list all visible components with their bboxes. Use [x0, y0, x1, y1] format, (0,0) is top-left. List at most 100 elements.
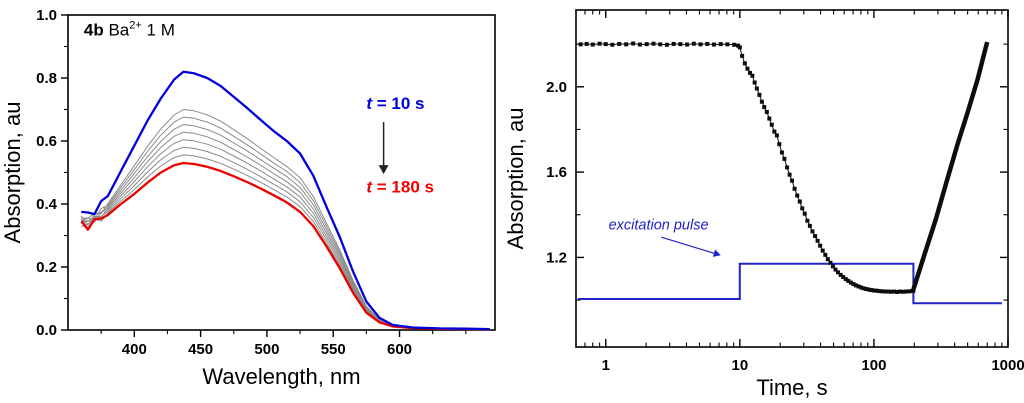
x-tick-label: 1 [602, 357, 610, 374]
intermediate-spectrum-curve [81, 116, 490, 330]
x-tick-label: 550 [321, 341, 346, 358]
kinetics-data-point [907, 289, 912, 294]
kinetics-data-point [603, 42, 608, 47]
x-tick-label: 400 [122, 341, 147, 358]
kinetics-data-point [874, 288, 879, 293]
time-end-label: t = 180 s [366, 178, 434, 197]
kinetics-data-point [785, 165, 790, 170]
kinetics-data-point [664, 42, 669, 47]
kinetics-data-point [843, 277, 848, 282]
kinetics-data-point [774, 133, 779, 138]
intermediate-spectrum-curve [80, 146, 490, 330]
y-axis-title: Absorption, au [505, 108, 528, 250]
kinetics-data-point [631, 41, 636, 46]
y-tick-label: 1.6 [546, 164, 567, 181]
kinetics-data-point [742, 61, 747, 66]
kinetics-data-point [904, 289, 909, 294]
kinetics-data-point [732, 42, 737, 47]
kinetics-data-point [838, 272, 843, 277]
excitation-pulse-trace [577, 262, 1002, 305]
kinetics-data-point [712, 42, 717, 47]
intermediate-spectrum-curve [80, 124, 490, 330]
kinetics-data-point [597, 41, 602, 46]
kinetics-data-point [880, 289, 885, 294]
kinetics-data-point [772, 129, 777, 134]
y-tick-label: 0.4 [36, 196, 58, 213]
excitation-pulse-arrowhead [712, 249, 721, 257]
kinetics-data-point [864, 286, 869, 291]
kinetics-data-point [848, 280, 853, 285]
kinetics-data-point [825, 257, 830, 262]
kinetics-data-point [805, 218, 810, 223]
x-tick-label: 10 [731, 357, 748, 374]
kinetics-data-point [886, 289, 891, 294]
kinetics-data-point [877, 289, 882, 294]
kinetics-data-point [795, 193, 800, 198]
kinetics-connect-line [580, 42, 914, 293]
kinetics-data-point [584, 41, 589, 46]
kinetics-data-point [828, 260, 833, 265]
intermediate-spectrum-curve [81, 131, 490, 330]
kinetics-data-point [725, 42, 730, 47]
kinetics-data-point [762, 105, 767, 110]
kinetics-data-point [782, 156, 787, 161]
kinetics-chart: 1 10 100 1000 1.2 1.6 2.0 Time, s Absorption, au… [505, 9, 1024, 400]
y-tick-label: 0.6 [36, 133, 57, 150]
kinetics-data-point [861, 286, 866, 291]
initial-spectrum-curve [81, 70, 490, 331]
kinetics-data-point [767, 116, 772, 121]
kinetics-data-point [889, 289, 894, 294]
plot-frame [575, 9, 1009, 348]
y-tick-label: 1.0 [36, 7, 57, 24]
x-tick-label: 100 [861, 357, 886, 374]
kinetics-data-point [869, 288, 874, 293]
kinetics-data-point [846, 278, 851, 283]
kinetics-data-point [810, 229, 815, 234]
kinetics-data-point [747, 70, 752, 75]
kinetics-data-point [911, 288, 916, 293]
kinetics-data-point [617, 41, 622, 46]
kinetics-data-point [853, 283, 858, 288]
kinetics-data-point [651, 41, 656, 46]
kinetics-data-point [898, 289, 903, 294]
kinetics-data-point [764, 109, 769, 114]
x-axis-title: Wavelength, nm [202, 364, 360, 389]
kinetics-data-point [624, 42, 629, 47]
kinetics-data-point [671, 41, 676, 46]
x-axis-title: Time, s [756, 375, 827, 400]
kinetics-data-point [691, 41, 696, 46]
kinetics-data-point [851, 282, 856, 287]
kinetics-data-point [895, 289, 900, 294]
kinetics-data-point [892, 289, 897, 294]
kinetics-data-point [823, 252, 828, 257]
kinetics-data-point [685, 42, 690, 47]
kinetics-data-point [590, 42, 595, 47]
kinetics-data-point [792, 186, 797, 191]
kinetics-data-point [815, 238, 820, 243]
kinetics-data-point [777, 142, 782, 147]
kinetics-data-point [737, 45, 742, 50]
x-tick-label: 600 [387, 341, 412, 358]
kinetics-data-point [698, 42, 703, 47]
kinetics-data-point [754, 86, 759, 91]
kinetics-data-point [807, 223, 812, 228]
kinetics-data-point [901, 289, 906, 294]
left-chart-container: 400 450 500 550 600 0.0 0.2 0.4 0.6 0.8 1.0 Wavelen… [0, 0, 505, 403]
right-chart-container: 1 10 100 1000 1.2 1.6 2.0 Time, s Absorption, au… [505, 0, 1024, 403]
kinetics-data-point [830, 264, 835, 269]
kinetics-data-point [740, 53, 745, 58]
y-tick-label: 2.0 [546, 79, 567, 96]
x-tick-label: 1000 [991, 357, 1024, 374]
y-tick-label: 0.2 [36, 259, 57, 276]
excitation-pulse-arrow [661, 236, 716, 255]
sample-label: 4b Ba2+ 1 M [84, 19, 175, 39]
kinetics-data-point [658, 42, 663, 47]
y-tick-label: 0.8 [36, 70, 57, 87]
kinetics-data-point [871, 288, 876, 293]
kinetics-data-point [883, 289, 888, 294]
kinetics-data-point [859, 285, 864, 290]
x-tick-label: 500 [254, 341, 279, 358]
kinetics-data-point [678, 42, 683, 47]
kinetics-data-point [856, 284, 861, 289]
kinetics-data-point [787, 172, 792, 177]
